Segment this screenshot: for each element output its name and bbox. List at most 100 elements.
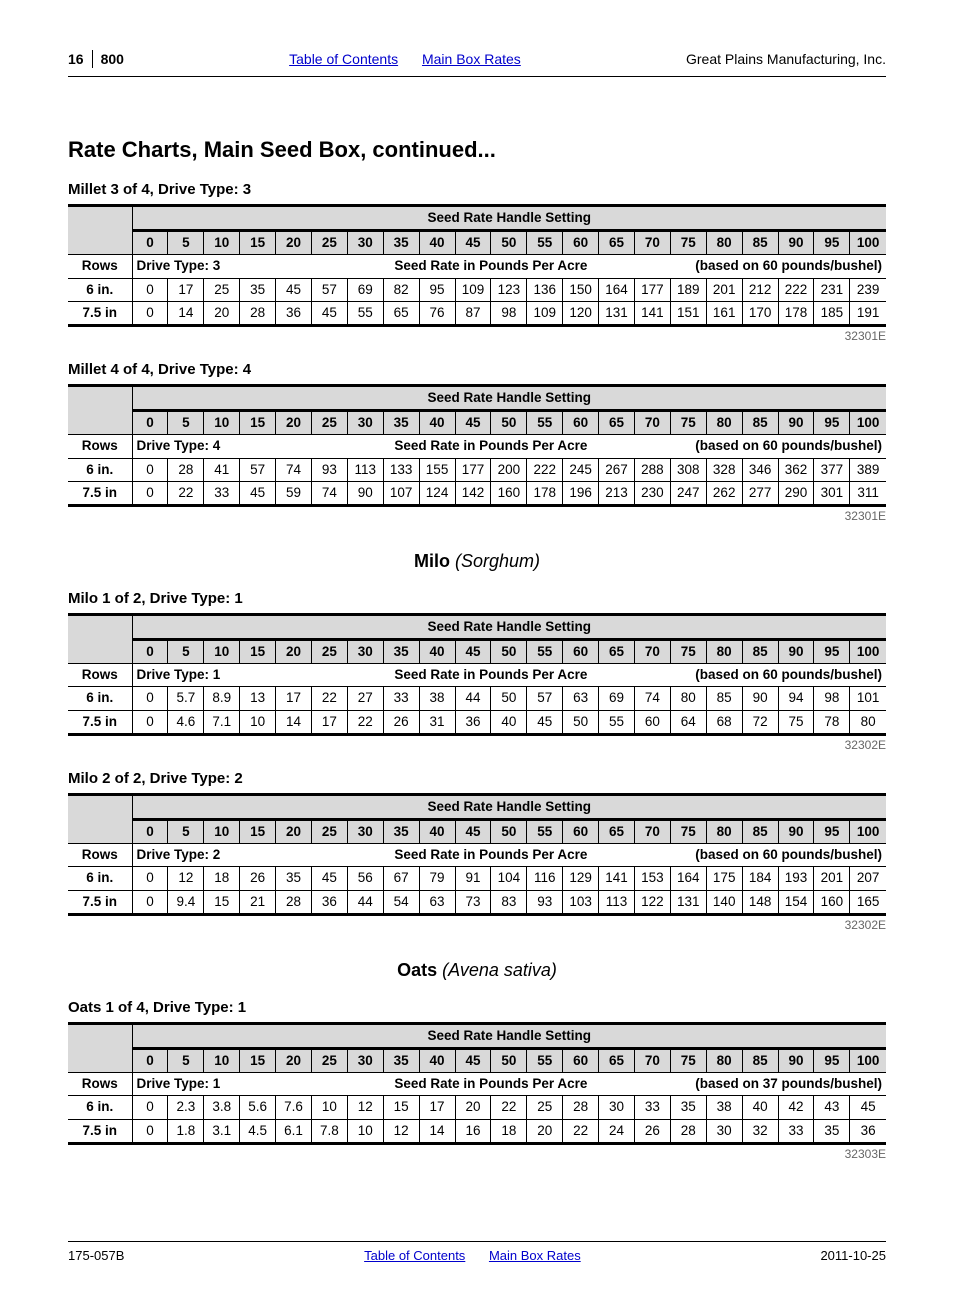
setting-header: 85 bbox=[742, 640, 778, 664]
setting-header: 90 bbox=[778, 640, 814, 664]
rate-value: 201 bbox=[814, 867, 850, 890]
rate-value: 201 bbox=[706, 278, 742, 301]
setting-header: 75 bbox=[670, 411, 706, 435]
link-rates-top[interactable]: Main Box Rates bbox=[422, 51, 521, 67]
setting-header: 20 bbox=[276, 1048, 312, 1072]
rate-value: 33 bbox=[383, 687, 419, 710]
rate-value: 0 bbox=[132, 890, 168, 914]
rows-label: Rows bbox=[68, 435, 132, 458]
rate-value: 140 bbox=[706, 890, 742, 914]
rate-value: 55 bbox=[347, 301, 383, 325]
rate-value: 55 bbox=[599, 710, 635, 734]
table-row: 7.5 in09.4152128364454637383931031131221… bbox=[68, 890, 886, 914]
setting-header: 70 bbox=[634, 411, 670, 435]
table-subtitle: Millet 4 of 4, Drive Type: 4 bbox=[68, 361, 886, 378]
rate-value: 31 bbox=[419, 710, 455, 734]
link-rates-bottom[interactable]: Main Box Rates bbox=[489, 1248, 581, 1263]
rate-value: 90 bbox=[742, 687, 778, 710]
setting-header: 30 bbox=[347, 1048, 383, 1072]
table-row: 6 in.05.78.91317222733384450576369748085… bbox=[68, 687, 886, 710]
rate-value: 38 bbox=[706, 1096, 742, 1119]
table-row: 7.5 in0142028364555657687981091201311411… bbox=[68, 301, 886, 325]
rate-value: 35 bbox=[276, 867, 312, 890]
setting-header: 70 bbox=[634, 640, 670, 664]
setting-header: 100 bbox=[850, 820, 886, 844]
setting-header: 10 bbox=[204, 231, 240, 255]
rate-value: 10 bbox=[347, 1119, 383, 1143]
setting-header: 5 bbox=[168, 231, 204, 255]
rate-value: 14 bbox=[419, 1119, 455, 1143]
rate-value: 45 bbox=[311, 301, 347, 325]
table-row: 7.5 in01.83.14.56.17.8101214161820222426… bbox=[68, 1119, 886, 1143]
setting-header: 15 bbox=[240, 640, 276, 664]
page-header: 16 800 Table of Contents Main Box Rates … bbox=[68, 50, 886, 68]
setting-header: 65 bbox=[599, 1048, 635, 1072]
rate-value: 64 bbox=[670, 710, 706, 734]
rate-value: 63 bbox=[419, 890, 455, 914]
rate-value: 3.1 bbox=[204, 1119, 240, 1143]
link-toc-top[interactable]: Table of Contents bbox=[289, 51, 398, 67]
row-spacing-label: 6 in. bbox=[68, 867, 132, 890]
setting-header: 35 bbox=[383, 640, 419, 664]
rate-value: 95 bbox=[419, 278, 455, 301]
setting-header: 60 bbox=[563, 1048, 599, 1072]
rate-value: 290 bbox=[778, 481, 814, 505]
rate-value: 57 bbox=[240, 458, 276, 481]
setting-header: 30 bbox=[347, 231, 383, 255]
rate-value: 59 bbox=[276, 481, 312, 505]
rate-value: 184 bbox=[742, 867, 778, 890]
setting-header: 35 bbox=[383, 1048, 419, 1072]
setting-header: 55 bbox=[527, 1048, 563, 1072]
rate-value: 267 bbox=[599, 458, 635, 481]
rate-value: 45 bbox=[527, 710, 563, 734]
rate-value: 191 bbox=[850, 301, 886, 325]
setting-header: 75 bbox=[670, 231, 706, 255]
rate-value: 247 bbox=[670, 481, 706, 505]
drive-type-label: Drive Type: 3 bbox=[132, 255, 347, 278]
rate-value: 54 bbox=[383, 890, 419, 914]
rate-value: 80 bbox=[670, 687, 706, 710]
rate-value: 18 bbox=[204, 867, 240, 890]
rate-value: 311 bbox=[850, 481, 886, 505]
setting-header: 65 bbox=[599, 231, 635, 255]
row-spacing-label: 6 in. bbox=[68, 278, 132, 301]
rate-value: 50 bbox=[491, 687, 527, 710]
rate-value: 2.3 bbox=[168, 1096, 204, 1119]
rate-value: 22 bbox=[311, 687, 347, 710]
row-spacing-label: 7.5 in bbox=[68, 481, 132, 505]
rate-value: 0 bbox=[132, 1119, 168, 1143]
row-spacing-label: 7.5 in bbox=[68, 890, 132, 914]
setting-header: 90 bbox=[778, 231, 814, 255]
rate-value: 87 bbox=[455, 301, 491, 325]
rate-value: 142 bbox=[455, 481, 491, 505]
setting-header: 40 bbox=[419, 1048, 455, 1072]
rate-value: 93 bbox=[311, 458, 347, 481]
setting-header: 85 bbox=[742, 1048, 778, 1072]
rate-value: 35 bbox=[670, 1096, 706, 1119]
rate-value: 7.8 bbox=[311, 1119, 347, 1143]
setting-header: 40 bbox=[419, 820, 455, 844]
row-spacing-label: 6 in. bbox=[68, 458, 132, 481]
setting-header: 85 bbox=[742, 231, 778, 255]
rate-value: 150 bbox=[563, 278, 599, 301]
rate-value: 57 bbox=[311, 278, 347, 301]
setting-header: 65 bbox=[599, 411, 635, 435]
rate-value: 56 bbox=[347, 867, 383, 890]
rate-value: 28 bbox=[168, 458, 204, 481]
rate-value: 123 bbox=[491, 278, 527, 301]
rate-value: 98 bbox=[491, 301, 527, 325]
setting-header: 50 bbox=[491, 640, 527, 664]
rate-table: Seed Rate Handle Setting0510152025303540… bbox=[68, 384, 886, 507]
link-toc-bottom[interactable]: Table of Contents bbox=[364, 1248, 465, 1263]
rate-value: 178 bbox=[778, 301, 814, 325]
setting-header: 75 bbox=[670, 820, 706, 844]
setting-header: 20 bbox=[276, 411, 312, 435]
rate-value: 165 bbox=[850, 890, 886, 914]
setting-header: 10 bbox=[204, 820, 240, 844]
rate-value: 0 bbox=[132, 301, 168, 325]
rate-value: 18 bbox=[491, 1119, 527, 1143]
rate-value: 6.1 bbox=[276, 1119, 312, 1143]
rate-value: 213 bbox=[599, 481, 635, 505]
rate-value: 7.1 bbox=[204, 710, 240, 734]
rate-value: 25 bbox=[527, 1096, 563, 1119]
